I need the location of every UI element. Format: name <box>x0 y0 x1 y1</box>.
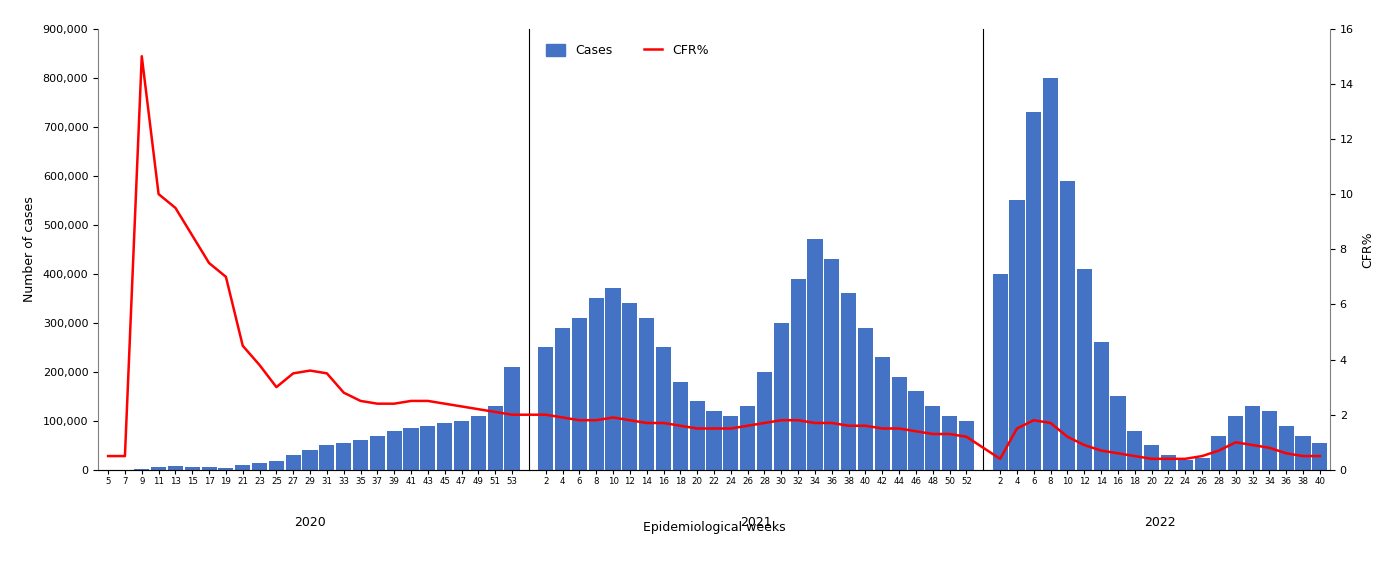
Bar <box>151 468 167 470</box>
Bar <box>588 299 603 470</box>
Bar <box>774 323 788 470</box>
Bar <box>470 416 486 470</box>
Bar <box>386 431 402 470</box>
Y-axis label: Number of cases: Number of cases <box>22 197 36 302</box>
Bar <box>420 426 435 470</box>
Bar <box>909 391 924 470</box>
Text: 2020: 2020 <box>294 516 326 529</box>
Y-axis label: CFR%: CFR% <box>1361 231 1373 268</box>
Bar <box>1093 343 1109 470</box>
Bar <box>959 421 974 470</box>
Bar <box>437 423 452 470</box>
Bar <box>1194 458 1210 470</box>
Bar <box>571 318 587 470</box>
Bar <box>808 240 823 470</box>
Bar <box>202 468 217 470</box>
Bar <box>336 443 351 470</box>
Bar <box>1211 435 1226 470</box>
Bar <box>673 382 687 470</box>
Bar <box>1278 426 1294 470</box>
Bar <box>707 411 721 470</box>
Bar <box>1295 435 1310 470</box>
Bar <box>925 406 941 470</box>
Bar <box>403 428 419 470</box>
Text: 2021: 2021 <box>741 516 771 529</box>
Bar <box>302 450 318 470</box>
Bar <box>185 467 200 470</box>
Bar <box>319 445 335 470</box>
Legend: Cases, CFR%: Cases, CFR% <box>542 40 714 62</box>
Bar <box>875 357 890 470</box>
Bar <box>841 293 857 470</box>
Bar <box>622 303 637 470</box>
Bar <box>554 328 570 470</box>
X-axis label: Epidemiological weeks: Epidemiological weeks <box>643 520 785 533</box>
Bar <box>1144 445 1159 470</box>
Bar <box>353 441 368 470</box>
Bar <box>942 416 958 470</box>
Bar <box>487 406 503 470</box>
Bar <box>1261 411 1277 470</box>
Bar <box>657 347 671 470</box>
Bar <box>134 469 150 470</box>
Bar <box>1043 78 1058 470</box>
Bar <box>370 435 385 470</box>
Bar <box>1228 416 1243 470</box>
Bar <box>218 468 234 470</box>
Bar <box>269 461 284 470</box>
Bar <box>235 465 251 470</box>
Bar <box>825 259 840 470</box>
Bar <box>791 278 806 470</box>
Bar <box>724 416 738 470</box>
Bar <box>757 372 771 470</box>
Bar <box>504 367 519 470</box>
Bar <box>168 466 183 470</box>
Bar <box>1077 269 1092 470</box>
Bar <box>892 376 907 470</box>
Bar <box>252 462 267 470</box>
Bar <box>286 455 301 470</box>
Text: 2022: 2022 <box>1144 516 1176 529</box>
Bar <box>538 347 553 470</box>
Bar <box>993 274 1008 470</box>
Bar <box>690 401 704 470</box>
Bar <box>605 288 620 470</box>
Bar <box>1312 443 1327 470</box>
Bar <box>1127 431 1142 470</box>
Bar <box>1026 112 1042 470</box>
Bar <box>1245 406 1260 470</box>
Bar <box>858 328 874 470</box>
Bar <box>1060 180 1075 470</box>
Bar <box>454 421 469 470</box>
Bar <box>741 406 755 470</box>
Bar <box>1177 460 1193 470</box>
Bar <box>640 318 654 470</box>
Bar <box>1009 200 1025 470</box>
Bar <box>1110 397 1126 470</box>
Bar <box>1161 455 1176 470</box>
